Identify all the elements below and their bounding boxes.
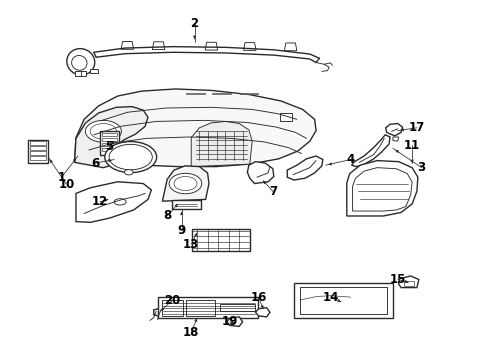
Text: 7: 7 <box>269 185 277 198</box>
Text: 14: 14 <box>322 291 339 303</box>
Ellipse shape <box>85 120 122 142</box>
Polygon shape <box>162 300 183 316</box>
Text: 2: 2 <box>191 17 198 30</box>
Polygon shape <box>247 162 274 184</box>
Ellipse shape <box>174 176 197 190</box>
Polygon shape <box>300 287 387 314</box>
Ellipse shape <box>124 170 133 175</box>
Polygon shape <box>30 151 46 154</box>
Polygon shape <box>172 201 201 209</box>
Text: 17: 17 <box>409 121 425 134</box>
Polygon shape <box>192 229 250 251</box>
Polygon shape <box>74 107 148 168</box>
Polygon shape <box>404 280 414 286</box>
Text: 9: 9 <box>177 224 186 237</box>
Polygon shape <box>280 113 292 121</box>
Text: 6: 6 <box>91 157 99 170</box>
Polygon shape <box>256 308 270 317</box>
Text: 18: 18 <box>183 326 199 339</box>
Polygon shape <box>287 156 323 180</box>
Text: 10: 10 <box>58 178 74 191</box>
Polygon shape <box>347 161 418 216</box>
Polygon shape <box>100 131 119 154</box>
Ellipse shape <box>90 123 117 139</box>
Text: 3: 3 <box>417 161 426 174</box>
Text: 1: 1 <box>57 171 66 184</box>
Polygon shape <box>244 42 256 50</box>
Polygon shape <box>74 89 316 167</box>
Polygon shape <box>386 123 402 136</box>
Ellipse shape <box>114 199 126 205</box>
Text: 13: 13 <box>183 238 199 251</box>
Polygon shape <box>294 283 393 318</box>
Polygon shape <box>152 42 165 50</box>
Polygon shape <box>205 42 218 50</box>
Polygon shape <box>30 146 46 150</box>
Polygon shape <box>399 276 419 288</box>
Polygon shape <box>191 121 252 167</box>
Ellipse shape <box>105 141 157 172</box>
Polygon shape <box>28 140 48 163</box>
Polygon shape <box>90 68 98 73</box>
Text: 20: 20 <box>164 294 180 307</box>
Polygon shape <box>121 41 134 49</box>
Text: 19: 19 <box>221 315 238 328</box>
Polygon shape <box>240 93 258 94</box>
Polygon shape <box>162 166 209 201</box>
Polygon shape <box>353 168 412 211</box>
Ellipse shape <box>109 144 152 170</box>
Polygon shape <box>227 317 243 327</box>
Polygon shape <box>212 93 231 94</box>
Text: 15: 15 <box>390 273 406 286</box>
Polygon shape <box>154 308 169 318</box>
Polygon shape <box>76 182 151 222</box>
Text: 11: 11 <box>404 139 420 152</box>
Text: 8: 8 <box>163 210 172 222</box>
Ellipse shape <box>72 55 87 70</box>
Polygon shape <box>352 135 390 167</box>
Text: 5: 5 <box>105 140 114 153</box>
Polygon shape <box>30 141 46 145</box>
Polygon shape <box>393 137 399 141</box>
Polygon shape <box>102 138 117 141</box>
Ellipse shape <box>169 173 202 194</box>
Polygon shape <box>102 148 117 151</box>
Polygon shape <box>30 156 46 159</box>
Polygon shape <box>74 71 86 76</box>
Polygon shape <box>186 93 205 94</box>
Text: 12: 12 <box>92 195 108 208</box>
Polygon shape <box>102 143 117 146</box>
Polygon shape <box>158 297 258 318</box>
Polygon shape <box>220 304 255 311</box>
Text: 4: 4 <box>346 153 355 166</box>
Polygon shape <box>284 43 297 51</box>
Polygon shape <box>186 300 215 316</box>
Text: 16: 16 <box>250 291 267 303</box>
Polygon shape <box>102 133 117 136</box>
Ellipse shape <box>67 49 95 75</box>
